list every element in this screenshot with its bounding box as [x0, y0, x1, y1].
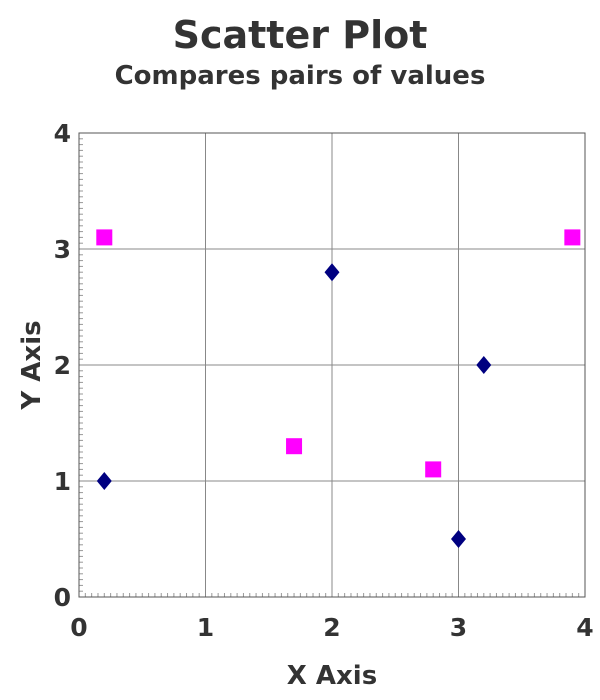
y-tick-label: 1: [54, 467, 71, 496]
diamond-marker: [476, 356, 492, 374]
x-tick-labels: 0 1 2 3 4: [70, 613, 593, 642]
square-marker: [286, 438, 303, 455]
y-tick-label: 0: [54, 583, 71, 612]
y-tick-label: 2: [54, 351, 71, 380]
square-marker: [425, 461, 442, 478]
y-tick-labels: 0 1 2 3 4: [54, 119, 71, 612]
x-tick-label: 3: [450, 613, 467, 642]
x-axis-label: X Axis: [287, 661, 377, 691]
square-marker: [96, 229, 113, 246]
chart-title: Scatter Plot: [173, 13, 428, 57]
diamond-marker: [324, 263, 340, 282]
x-tick-label: 1: [197, 613, 214, 642]
data-markers: [96, 229, 581, 548]
y-tick-label: 4: [54, 119, 71, 148]
chart-subtitle: Compares pairs of values: [115, 61, 486, 91]
plot-frame: [78, 132, 586, 598]
diamond-marker: [451, 530, 466, 548]
square-marker: [564, 229, 581, 246]
x-tick-label: 2: [323, 613, 340, 642]
x-tick-label: 0: [70, 613, 87, 642]
x-tick-label: 4: [576, 613, 593, 642]
diamond-marker: [96, 472, 112, 490]
y-axis-label: Y Axis: [17, 320, 47, 410]
y-tick-label: 3: [54, 235, 71, 264]
minor-ticks: [78, 132, 586, 598]
